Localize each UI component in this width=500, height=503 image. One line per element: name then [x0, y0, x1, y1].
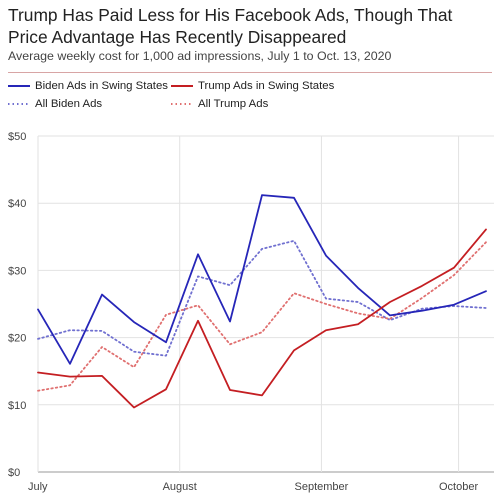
- x-tick-label: July: [28, 481, 48, 493]
- chart-subtitle: Average weekly cost for 1,000 ad impress…: [8, 49, 392, 63]
- legend-label: Trump Ads in Swing States: [198, 80, 335, 92]
- legend-label: All Trump Ads: [198, 98, 269, 110]
- y-tick-label: $0: [8, 467, 20, 479]
- legend-item-trump-swing: Trump Ads in Swing States: [171, 80, 334, 92]
- legend-swatch-biden-swing: [8, 85, 30, 87]
- legend-label: Biden Ads in Swing States: [35, 80, 168, 92]
- series-line: [37, 194, 487, 365]
- x-tick-label: October: [439, 481, 478, 493]
- series-line: [37, 241, 487, 392]
- legend-item-all-trump: All Trump Ads: [171, 98, 268, 110]
- legend-swatch-all-biden: [8, 103, 30, 105]
- legend-swatch-all-trump: [171, 103, 193, 105]
- y-tick-label: $40: [8, 198, 26, 210]
- x-tick-label: August: [163, 481, 197, 493]
- series-line: [37, 239, 487, 357]
- legend-item-all-biden: All Biden Ads: [8, 98, 102, 110]
- chart-title: Trump Has Paid Less for His Facebook Ads…: [8, 5, 453, 47]
- legend-label: All Biden Ads: [35, 98, 103, 110]
- y-tick-label: $50: [8, 131, 26, 143]
- legend-item-biden-swing: Biden Ads in Swing States: [8, 80, 168, 92]
- legend-swatch-trump-swing: [171, 85, 193, 87]
- y-tick-label: $10: [8, 400, 26, 412]
- y-tick-label: $20: [8, 333, 26, 345]
- y-tick-label: $30: [8, 265, 26, 277]
- series-line: [37, 228, 487, 409]
- x-tick-label: September: [295, 481, 349, 493]
- title-divider: [8, 72, 492, 73]
